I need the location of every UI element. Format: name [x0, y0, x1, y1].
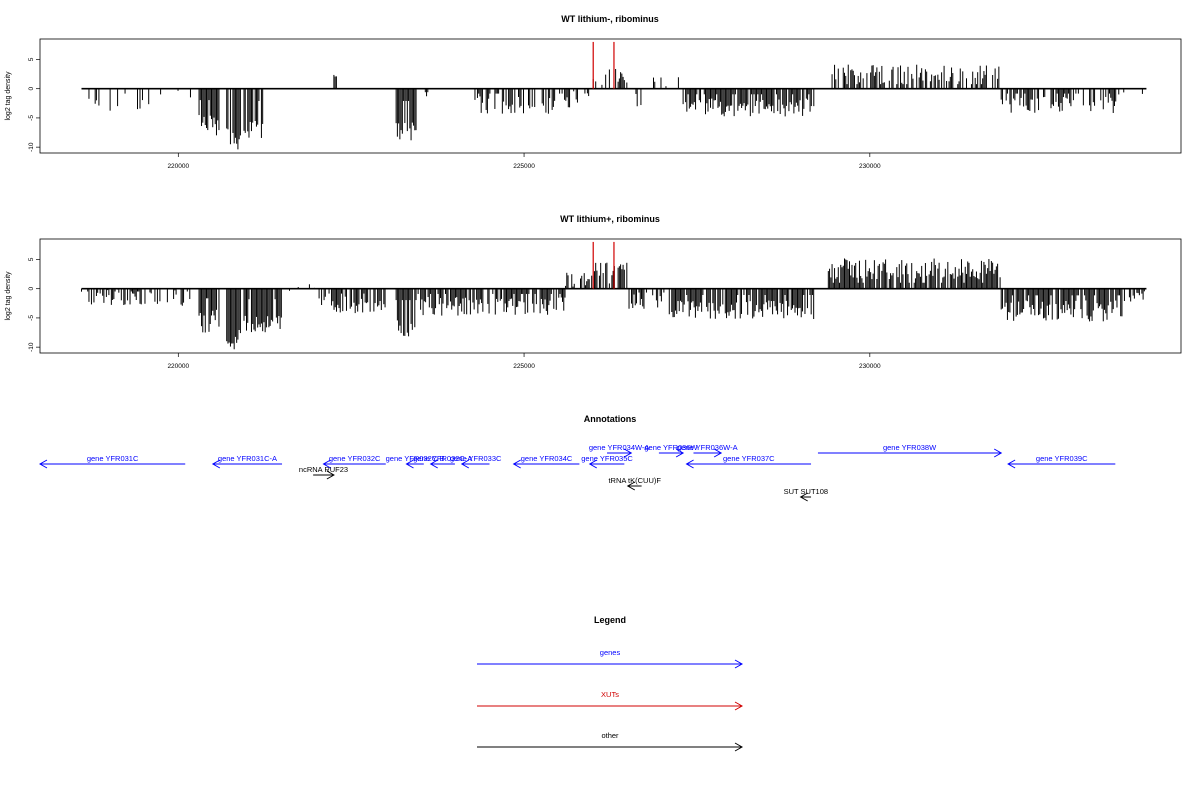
x-tick-label: 230000	[859, 363, 881, 370]
plot-frame	[39, 238, 1182, 354]
feature-label: gene YFR036W	[644, 443, 698, 452]
feature-label: gene YFR038W	[883, 443, 937, 452]
legend-item: genes	[477, 648, 744, 669]
density-bars	[88, 64, 1143, 150]
feature-label: gene YFR039C	[1036, 454, 1088, 463]
y-tick-label: 5	[28, 57, 35, 61]
feature-label: ncRNA RUF23	[299, 465, 348, 474]
legend-item: XUTs	[477, 690, 744, 711]
x-tick-label: 230000	[859, 163, 881, 170]
x-tick-label: 225000	[513, 163, 535, 170]
x-tick-label: 220000	[167, 363, 189, 370]
feature-arrow: gene YFR033C	[450, 454, 502, 469]
y-tick-label: 5	[28, 257, 35, 261]
y-tick-label: 0	[28, 287, 35, 291]
feature-label: gene YFR033C	[450, 454, 502, 463]
y-axis-label: log2 tag density	[5, 271, 12, 321]
feature-arrow: gene YFR031C	[38, 454, 186, 469]
feature-label: gene YFR032C-A	[413, 454, 472, 463]
y-tick-label: -5	[28, 315, 35, 321]
feature-arrow: gene YFR035C	[581, 454, 633, 469]
feature-arrow: SUT SUT108	[784, 487, 828, 502]
feature-arrow: gene YFR031C-A	[211, 454, 283, 469]
feature-label: gene YFR034W-A	[589, 443, 650, 452]
feature-arrow: gene YFR039C	[1007, 454, 1116, 469]
x-tick-label: 220000	[167, 163, 189, 170]
feature-arrow: gene YFR032C-A	[413, 454, 472, 469]
feature-label: gene YFR032C-B	[386, 454, 445, 463]
feature-label: gene YFR035C	[581, 454, 633, 463]
legend-label: other	[601, 731, 619, 740]
annotations-title: Annotations	[584, 414, 637, 424]
annotations-panel: Annotations gene YFR031C gene YFR031C-A ncR…	[38, 414, 1116, 502]
track-title: WT lithium+, ribominus	[560, 214, 660, 224]
feature-arrow: gene YFR038W	[817, 443, 1003, 458]
y-tick-label: 0	[28, 87, 35, 91]
y-tick-label: -10	[28, 342, 35, 352]
feature-label: SUT SUT108	[784, 487, 828, 496]
y-tick-label: -10	[28, 142, 35, 152]
feature-label: gene YFR037C	[723, 454, 775, 463]
y-tick-label: -5	[28, 115, 35, 121]
feature-arrow: gene YFR032C	[322, 454, 386, 469]
feature-arrow: tRNA tK(CUU)F	[608, 476, 661, 491]
legend-label: XUTs	[601, 690, 619, 699]
feature-arrow: gene YFR037C	[685, 454, 812, 469]
feature-arrow: gene YFR034C	[512, 454, 580, 469]
feature-label: tRNA tK(CUU)F	[608, 476, 661, 485]
feature-arrow: gene YFR036W-A	[677, 443, 738, 458]
feature-label: gene YFR032C	[329, 454, 381, 463]
feature-arrow: gene YFR032C-B	[386, 454, 445, 469]
track-panel-2: WT lithium+, ribominus -10 -5 0 5 log2 tag de…	[5, 214, 1182, 370]
feature-arrow: gene YFR036W	[644, 443, 699, 458]
track-title: WT lithium-, ribominus	[561, 14, 659, 24]
y-axis-label: log2 tag density	[5, 71, 12, 121]
legend-item: other	[477, 731, 744, 752]
plot-frame	[39, 38, 1182, 154]
legend-label: genes	[600, 648, 621, 657]
x-tick-label: 225000	[513, 363, 535, 370]
feature-label: gene YFR036W-A	[677, 443, 738, 452]
feature-arrow: gene YFR034W-A	[589, 443, 650, 458]
feature-arrow: ncRNA RUF23	[299, 465, 348, 480]
feature-label: gene YFR034C	[521, 454, 573, 463]
feature-label: gene YFR031C-A	[218, 454, 277, 463]
density-bars	[80, 258, 1145, 350]
track-panel-1: WT lithium-, ribominus -10 -5 0 5 log2 tag de…	[5, 14, 1182, 170]
feature-label: gene YFR031C	[87, 454, 139, 463]
legend: Legend genes XUTs other	[477, 615, 744, 752]
legend-title: Legend	[594, 615, 626, 625]
